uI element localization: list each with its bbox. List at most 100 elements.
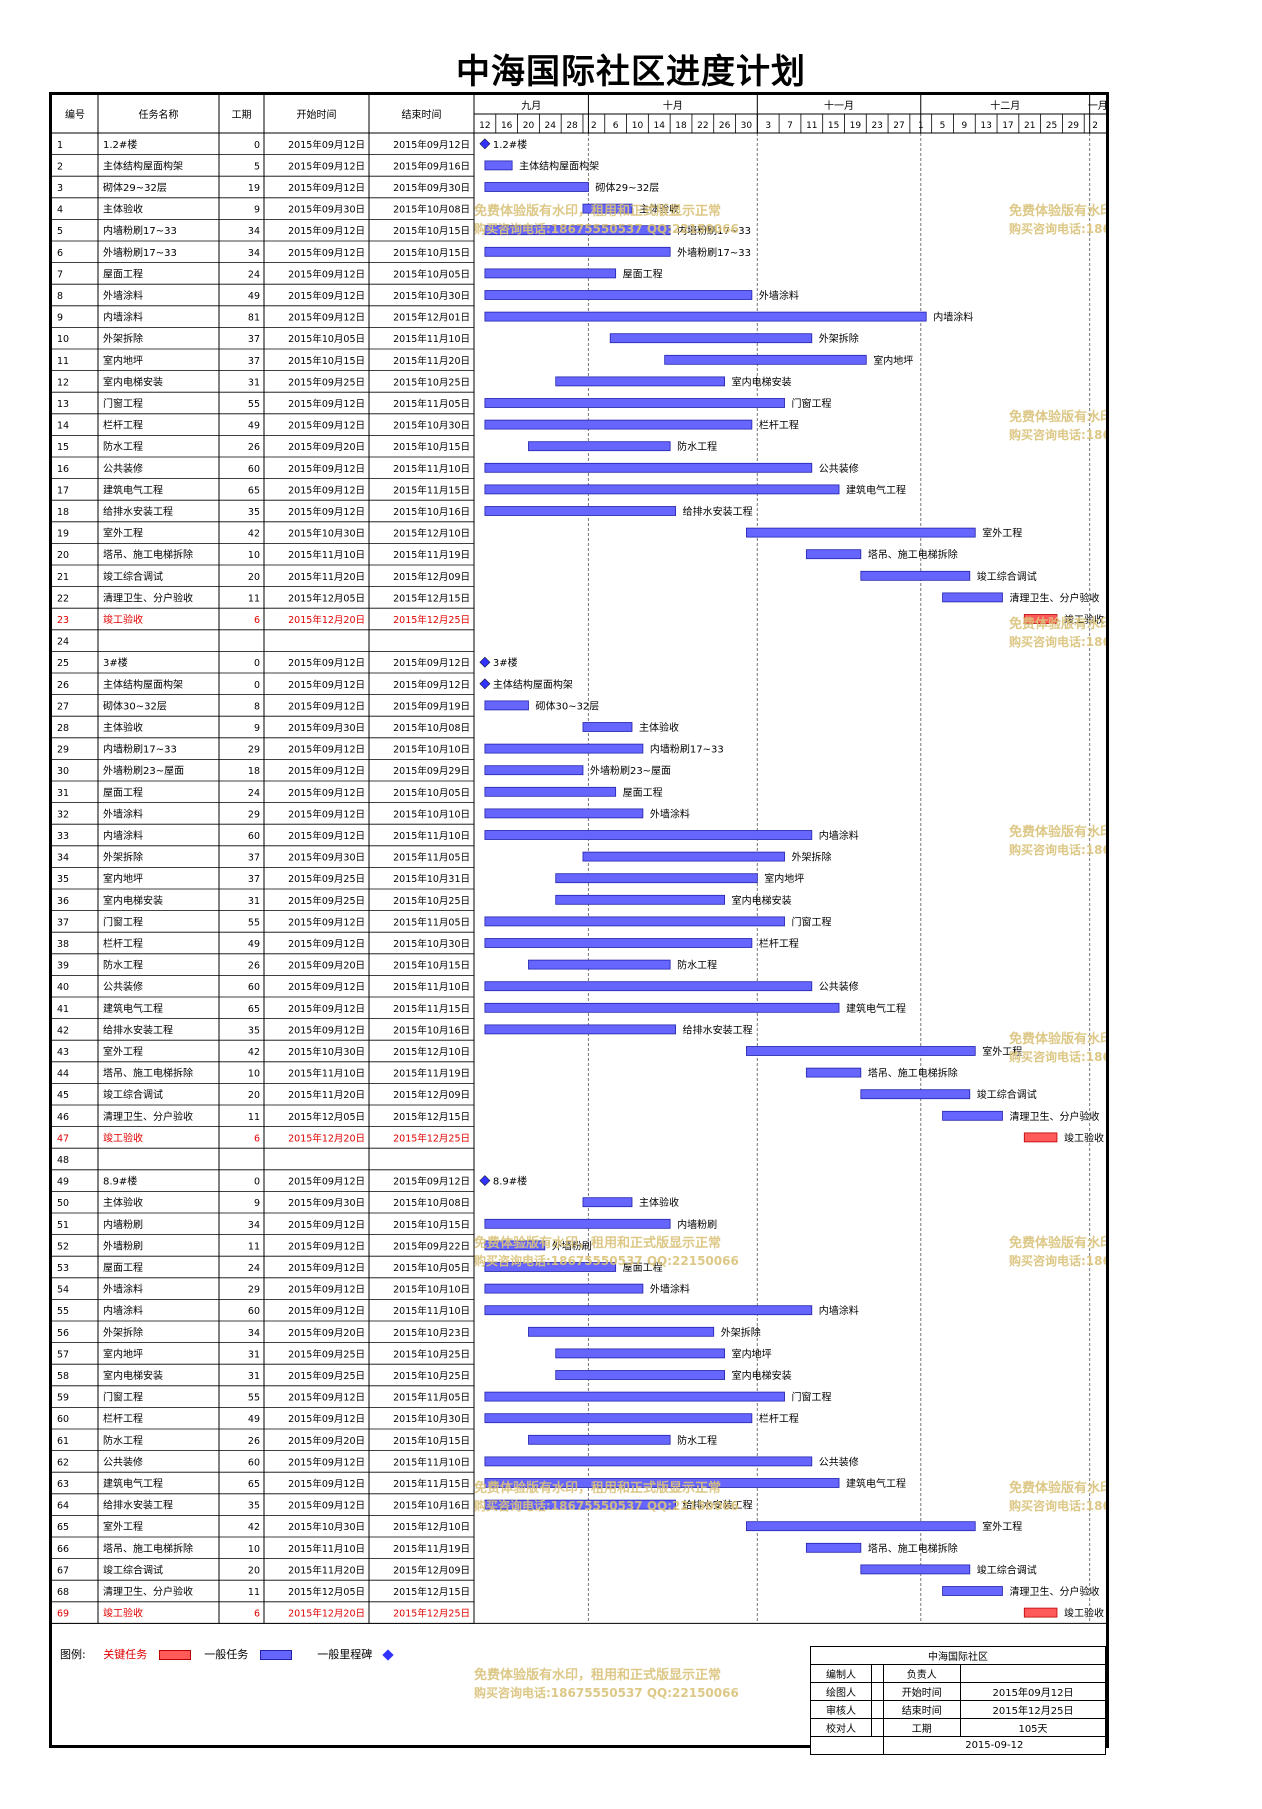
- tick-label: 16: [501, 121, 513, 131]
- row-id: 14: [57, 421, 69, 432]
- row-id: 68: [57, 1587, 69, 1598]
- task-bar: [484, 398, 785, 408]
- row-start: 2015年11月10日: [288, 1543, 365, 1555]
- row-duration: 60: [248, 1457, 260, 1468]
- row-id: 60: [57, 1414, 69, 1425]
- month-label: 十月: [663, 99, 683, 112]
- bar-label: 防水工程: [677, 440, 717, 453]
- row-duration: 9: [254, 723, 260, 734]
- task-bar: [805, 549, 862, 560]
- task-bar: [484, 1413, 753, 1424]
- row-duration: 29: [248, 809, 260, 820]
- row-id: 69: [57, 1609, 69, 1620]
- row-id: 9: [57, 313, 63, 324]
- row-name: 竣工综合调试: [103, 570, 163, 583]
- bar-label: 外墙涂料: [650, 807, 690, 820]
- row-end: 2015年10月15日: [393, 1435, 470, 1447]
- row-id: 10: [57, 334, 69, 345]
- row-end: 2015年11月05日: [393, 398, 470, 410]
- task-bar: [484, 246, 671, 257]
- row-end: 2015年10月15日: [393, 960, 470, 972]
- task-bar: [484, 462, 813, 473]
- row-id: 5: [57, 226, 63, 237]
- row-start: 2015年09月12日: [288, 1240, 365, 1252]
- bar-label: 室内电梯安装: [732, 375, 792, 388]
- row-name: 室内电梯安装: [103, 375, 163, 388]
- bar-label: 3#楼: [493, 656, 518, 669]
- bar-label: 外墙粉刷17~33: [677, 246, 751, 259]
- row-duration: 49: [248, 421, 260, 432]
- watermark-line1: 免费体验版有水印，租用和正式版显示正常: [474, 1235, 721, 1251]
- task-bar: [484, 916, 785, 927]
- row-start: 2015年09月12日: [288, 1024, 365, 1036]
- row-name: 主体验收: [103, 1196, 143, 1209]
- task-bar: [582, 722, 633, 732]
- watermark-line2: 购买咨询电话:18675550537 QQ:22150066: [1009, 221, 1106, 236]
- tick-label: 30: [741, 121, 753, 131]
- task-bar: [484, 1218, 671, 1229]
- row-name: 外架拆除: [103, 1326, 143, 1339]
- bar-label: 主体验收: [639, 721, 679, 734]
- bar-label: 内墙涂料: [819, 1304, 859, 1317]
- row-id: 40: [57, 982, 69, 993]
- bar-label: 竣工综合调试: [977, 570, 1037, 583]
- bar-label: 主体结构屋面构架: [493, 678, 573, 691]
- row-start: 2015年09月12日: [288, 1478, 365, 1490]
- tick-label: 19: [850, 121, 862, 131]
- row-end: 2015年10月30日: [393, 1413, 470, 1425]
- task-bar: [484, 1262, 617, 1272]
- tick-label: 7: [787, 121, 793, 131]
- row-id: 13: [57, 399, 69, 410]
- row-name: 门窗工程: [103, 915, 143, 928]
- row-name: 室外工程: [103, 527, 143, 540]
- task-bar: [582, 203, 633, 214]
- row-id: 37: [57, 917, 69, 928]
- row-start: 2015年09月12日: [288, 398, 365, 410]
- row-id: 21: [57, 572, 69, 583]
- task-bar: [484, 808, 644, 819]
- page-title: 中海国际社区进度计划: [456, 52, 806, 92]
- task-bar: [484, 1456, 813, 1467]
- task-bar: [484, 419, 753, 430]
- row-start: 2015年12月05日: [288, 1111, 365, 1123]
- row-duration: 35: [248, 1501, 260, 1512]
- row-start: 2015年09月12日: [288, 312, 365, 324]
- task-bar: [484, 938, 753, 948]
- row-name: 主体结构屋面构架: [103, 678, 183, 691]
- header-start: 开始时间: [297, 108, 337, 121]
- duration-value: 105天: [960, 1718, 1106, 1737]
- drawer-label: 绘图人: [810, 1682, 872, 1701]
- bar-label: 屋面工程: [623, 787, 663, 799]
- row-name: 屋面工程: [103, 787, 143, 799]
- legend-milestone-icon: [382, 1649, 394, 1661]
- row-name: 公共装修: [103, 980, 143, 993]
- row-name: 内墙粉刷17~33: [103, 743, 177, 756]
- tick-label: 29: [1068, 121, 1080, 131]
- bar-label: 内墙粉刷: [677, 1218, 717, 1231]
- bar-label: 8.9#楼: [493, 1175, 527, 1188]
- milestone-marker: [479, 656, 491, 668]
- bar-label: 室外工程: [982, 527, 1022, 540]
- row-id: 49: [57, 1177, 69, 1188]
- tick-label: 26: [719, 121, 731, 131]
- bar-label: 给排水安装工程: [683, 1499, 753, 1512]
- row-end: 2015年11月10日: [393, 981, 470, 993]
- row-name: 内墙粉刷: [103, 1218, 143, 1231]
- tick-label: 27: [893, 121, 904, 131]
- row-id: 47: [57, 1133, 69, 1144]
- row-duration: 6: [254, 1133, 260, 1144]
- row-end: 2015年10月15日: [393, 247, 470, 259]
- row-duration: 37: [248, 334, 260, 345]
- row-id: 15: [57, 442, 69, 453]
- bar-label: 室外工程: [982, 1045, 1022, 1058]
- bar-label: 主体验收: [639, 1196, 679, 1209]
- row-name: 防水工程: [103, 440, 143, 453]
- row-duration: 0: [254, 140, 260, 151]
- bar-label: 门窗工程: [792, 397, 832, 410]
- row-duration: 10: [248, 1069, 260, 1080]
- row-id: 3: [57, 183, 63, 194]
- row-end: 2015年11月10日: [393, 1456, 470, 1468]
- task-bar: [484, 290, 753, 300]
- row-id: 6: [57, 248, 63, 259]
